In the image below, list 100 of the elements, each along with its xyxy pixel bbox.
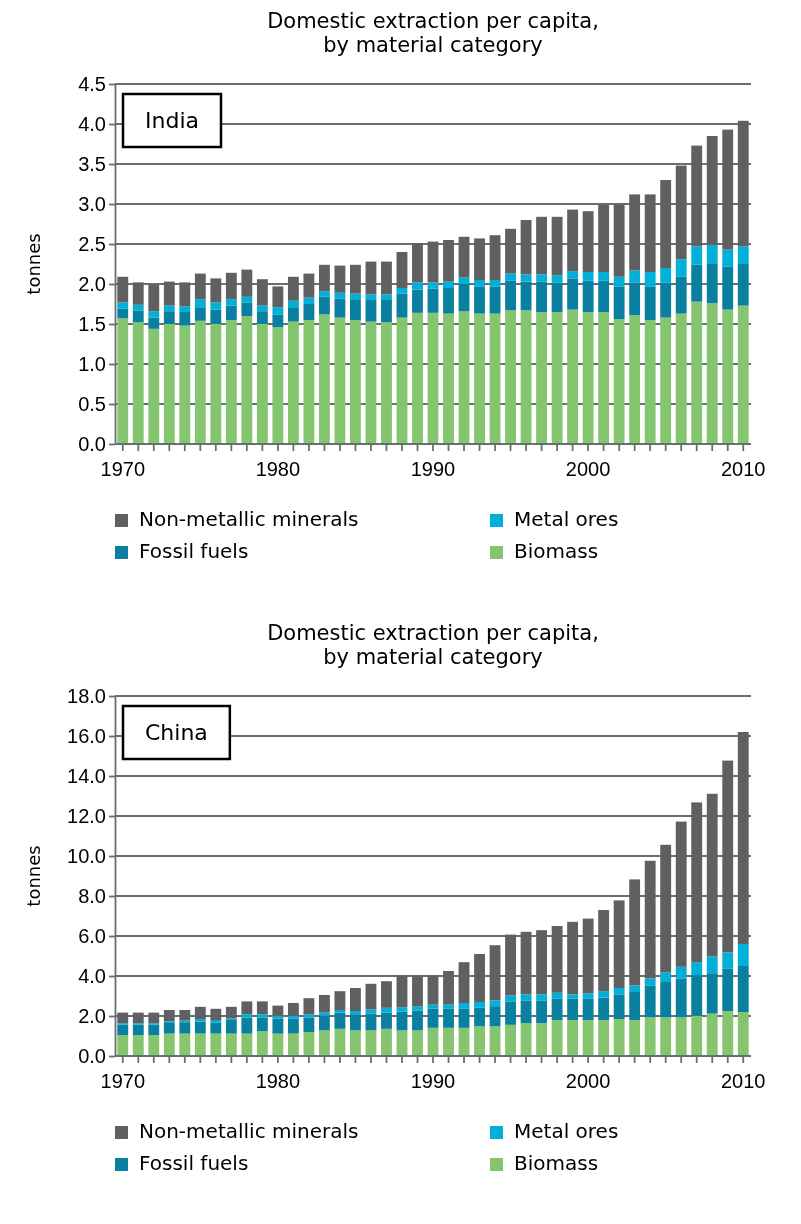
bar (148, 311, 160, 318)
bar (412, 1010, 423, 1031)
bar (350, 293, 361, 300)
bar (117, 318, 129, 444)
bar (737, 732, 749, 944)
bar (256, 1017, 268, 1032)
bar (520, 310, 532, 444)
bar (567, 278, 579, 310)
bar (132, 304, 144, 311)
bar (163, 305, 175, 312)
bar (132, 322, 144, 444)
bar (536, 1000, 548, 1024)
bar (551, 926, 563, 993)
y-tick-label: 0.5 (78, 392, 106, 415)
bar (706, 973, 718, 1014)
bar (644, 985, 656, 1018)
bar (737, 1012, 749, 1056)
bar (148, 1012, 160, 1024)
bar (644, 194, 656, 272)
bar (567, 921, 579, 995)
bar (194, 1019, 206, 1022)
bar (706, 1013, 718, 1056)
bar (256, 305, 268, 312)
bar (117, 1024, 129, 1036)
bar (210, 302, 222, 310)
bar (132, 1012, 144, 1024)
x-tick-label: 1970 (100, 458, 146, 480)
bar (706, 244, 718, 264)
bar (489, 286, 501, 314)
bar (458, 311, 470, 444)
bar (489, 1026, 501, 1056)
bar (474, 280, 485, 287)
bar (567, 1020, 579, 1056)
annotation: India (145, 108, 199, 133)
bar (505, 310, 516, 444)
bar (536, 216, 548, 275)
bar (381, 294, 392, 300)
bar (474, 286, 485, 314)
bar (334, 1010, 346, 1013)
bar (381, 322, 392, 444)
y-axis-title: tonnes (23, 845, 44, 907)
chart-title: Domestic extraction per capita, by material category (267, 9, 599, 57)
bar (303, 1032, 315, 1056)
bar (117, 276, 129, 303)
bar (629, 282, 641, 316)
bar (691, 246, 703, 265)
bar (551, 1020, 563, 1056)
bar (520, 274, 532, 282)
y-tick-label: 4.5 (78, 72, 106, 95)
bar (474, 238, 485, 280)
bar (675, 821, 687, 967)
bar (675, 313, 687, 444)
bar (675, 978, 687, 1018)
bar (132, 282, 144, 305)
bar (381, 1028, 392, 1056)
bar (706, 793, 718, 957)
bar (567, 309, 579, 444)
bar (303, 1014, 315, 1018)
bar (272, 286, 284, 308)
y-tick-label: 1.0 (78, 352, 106, 375)
bar (443, 1008, 454, 1028)
bar (722, 760, 734, 953)
bar (722, 952, 734, 969)
bar (582, 998, 594, 1020)
bar (660, 268, 672, 283)
bar (675, 276, 687, 314)
bar (551, 998, 563, 1020)
bar (443, 313, 454, 444)
bar (458, 1003, 470, 1009)
bar (241, 1001, 253, 1015)
bar (691, 1015, 703, 1056)
bar (194, 273, 206, 300)
bar (272, 1005, 284, 1016)
bar (256, 1014, 268, 1018)
bar (225, 272, 237, 300)
bar (210, 324, 222, 444)
bar (117, 1012, 129, 1024)
bar (256, 1031, 268, 1056)
bar (272, 327, 284, 444)
bar (629, 270, 641, 283)
y-tick-label: 18.0 (67, 684, 106, 707)
bar (474, 954, 485, 1002)
bar (396, 293, 408, 318)
bar (163, 1023, 175, 1034)
bar (536, 312, 548, 444)
bar (536, 274, 548, 282)
legend-label: Metal ores (514, 1119, 619, 1143)
bar (675, 1017, 687, 1056)
bar (613, 276, 625, 287)
bar (396, 288, 408, 294)
bar (551, 282, 563, 312)
bar (598, 1020, 610, 1056)
bar (691, 145, 703, 247)
bar (365, 294, 377, 300)
bar (241, 302, 253, 316)
bar (163, 1010, 175, 1022)
bar (598, 312, 610, 444)
bar (241, 1017, 253, 1034)
bar (737, 966, 749, 1012)
bar (629, 985, 641, 992)
